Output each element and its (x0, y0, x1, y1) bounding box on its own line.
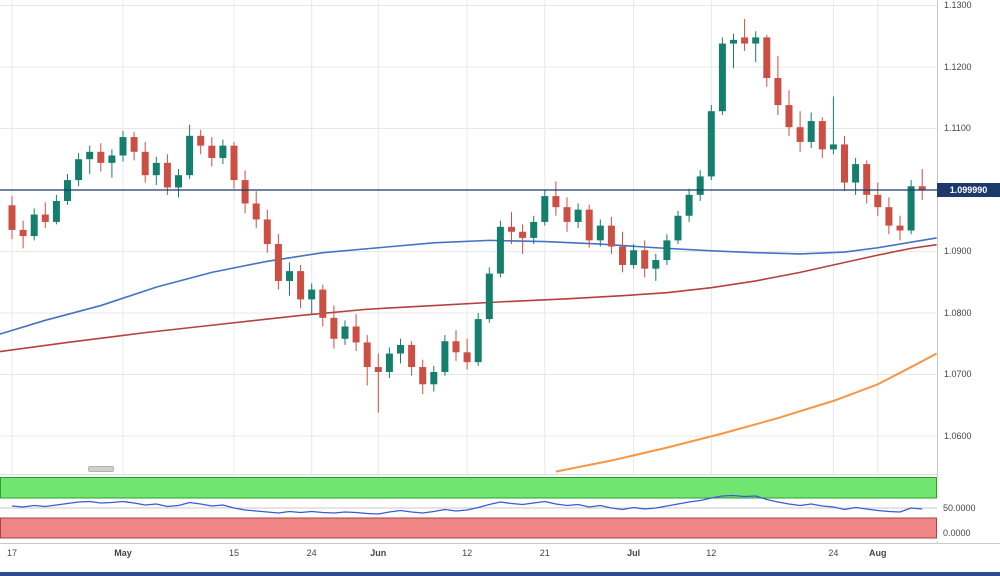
pane-resize-handle[interactable] (88, 466, 114, 472)
time-tick-label: Jun (370, 548, 387, 558)
oscillator-axis[interactable]: 50.0000 0.0000 (937, 477, 1000, 541)
oscillator-panel-svg[interactable] (0, 477, 937, 539)
time-tick-label: Jul (627, 548, 641, 558)
time-tick-label: 12 (706, 548, 717, 558)
price-tick-label: 1.0700 (944, 369, 972, 380)
price-tick-label: 1.1300 (944, 0, 972, 11)
time-axis[interactable]: 17 May 15 24 Jun 12 21 Jul 12 24 Aug (0, 543, 1000, 572)
time-tick-label: 21 (539, 548, 550, 558)
oscillator-tick-label: 50.0000 (943, 503, 976, 513)
time-tick-label: 24 (828, 548, 839, 558)
time-tick-label: 15 (228, 548, 240, 558)
time-tick-label: 12 (462, 548, 473, 558)
main-chart-svg[interactable] (0, 0, 937, 474)
price-axis[interactable]: 1.1300 1.1200 1.1100 1.0900 1.0800 1.0700 1.06… (937, 0, 1000, 543)
time-tick-label: 17 (6, 548, 18, 558)
pane-separator (0, 474, 937, 475)
time-tick-label: Aug (869, 548, 887, 558)
price-tick-label: 1.0800 (944, 307, 972, 318)
price-tick-label: 1.0900 (944, 246, 972, 257)
price-tick-label: 1.1200 (944, 61, 972, 72)
time-tick-label: 24 (306, 548, 317, 558)
bottom-edge-bar (0, 572, 1000, 576)
price-tick-label: 1.1100 (944, 123, 971, 134)
current-price-badge: 1.099990 (937, 183, 1000, 197)
price-tick-label: 1.0600 (944, 430, 972, 441)
time-tick-label: May (114, 548, 132, 558)
oscillator-tick-label: 0.0000 (943, 528, 971, 538)
